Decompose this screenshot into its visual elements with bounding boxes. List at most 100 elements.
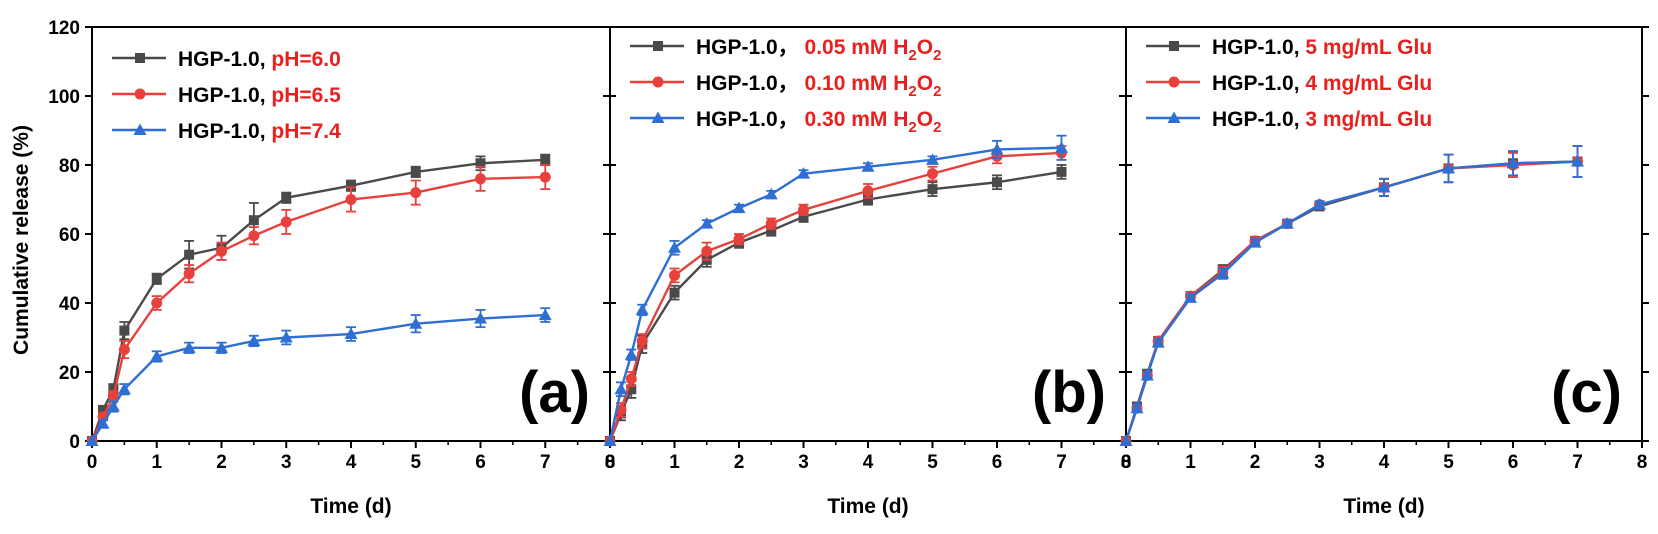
data-point <box>345 194 357 205</box>
legend-swatch-marker <box>135 53 145 63</box>
x-tick-label: 1 <box>151 452 162 473</box>
panel-label: (a) <box>519 360 590 425</box>
legend-entry: HGP-1.0, pH=6.5 <box>112 84 341 107</box>
data-point <box>540 154 551 165</box>
data-point <box>118 344 130 356</box>
data-point <box>927 168 938 180</box>
data-point <box>119 325 130 336</box>
series-triangle <box>603 134 1068 446</box>
panel-c: 0 1 2 3 4 5 6 7 8 Time (d) HGP-1.0, 5 mg/mL Glu HGP… <box>1119 26 1649 518</box>
data-point <box>281 192 292 203</box>
data-point <box>766 225 777 236</box>
data-point <box>701 245 713 257</box>
data-point <box>603 434 617 446</box>
y-tick-label: 60 <box>59 225 80 246</box>
series-line <box>90 313 546 442</box>
data-point <box>862 185 874 197</box>
y-tick-label: 80 <box>59 156 80 177</box>
legend-entry: HGP-1.0, 3 mg/mL Glu <box>1146 108 1432 131</box>
panel-label: (b) <box>1032 360 1106 425</box>
panel-b: 0 1 2 3 4 5 6 7 8 Time (d) HGP-1.0， 0.05 mM H2O2 HG… <box>603 26 1132 518</box>
x-tick-label: 3 <box>1314 452 1325 473</box>
legend-swatch-marker <box>1167 111 1181 123</box>
legend-label: HGP-1.0, 5 mg/mL Glu <box>1212 36 1432 59</box>
data-point <box>1313 198 1326 210</box>
panel-label: (c) <box>1551 360 1622 425</box>
data-point <box>182 341 196 353</box>
x-tick-label: 0 <box>605 452 616 473</box>
data-point <box>151 273 162 284</box>
legend-swatch-marker <box>1169 41 1179 51</box>
legend-swatch-marker <box>1168 76 1180 88</box>
data-point <box>797 167 810 179</box>
y-axis-title: Cumulative release (%) <box>10 125 33 355</box>
data-point <box>1151 336 1165 348</box>
legend-swatch-marker <box>652 76 664 88</box>
x-tick-label: 8 <box>1121 452 1132 473</box>
data-point <box>248 215 259 226</box>
data-point <box>280 216 292 228</box>
data-point <box>669 287 680 298</box>
data-point <box>1216 267 1230 279</box>
data-point <box>247 334 261 346</box>
series-line <box>608 170 1062 442</box>
legend-label: HGP-1.0, pH=7.4 <box>178 120 341 143</box>
legend-label: HGP-1.0， 0.30 mM H2O2 <box>696 108 941 136</box>
x-axis-title: Time (d) <box>827 495 908 518</box>
data-point <box>410 187 422 199</box>
data-point <box>85 434 99 446</box>
data-point <box>151 297 163 309</box>
x-tick-label: 6 <box>475 452 486 473</box>
x-tick-label: 4 <box>863 452 874 473</box>
data-point <box>798 211 809 222</box>
data-point <box>106 400 120 412</box>
data-point <box>624 348 638 360</box>
x-tick-label: 5 <box>1443 452 1454 473</box>
data-point <box>215 341 228 353</box>
data-point <box>669 269 680 281</box>
data-point <box>344 327 358 340</box>
data-point <box>248 230 260 242</box>
data-point <box>539 171 551 183</box>
x-tick-label: 2 <box>734 452 745 473</box>
data-point <box>96 417 110 429</box>
data-point <box>764 187 778 200</box>
data-point <box>475 173 486 185</box>
y-tick-label: 120 <box>48 18 80 39</box>
legend-entry: HGP-1.0, pH=7.4 <box>112 120 341 143</box>
legend-entry: HGP-1.0， 0.30 mM H2O2 <box>630 108 941 136</box>
legend-label: HGP-1.0， 0.05 mM H2O2 <box>696 36 941 64</box>
data-point <box>1055 141 1068 153</box>
x-tick-label: 1 <box>669 452 680 473</box>
data-point <box>626 384 637 395</box>
x-tick-label: 4 <box>1379 452 1390 473</box>
data-point <box>108 384 119 395</box>
data-point <box>636 335 648 347</box>
x-tick-label: 5 <box>927 452 938 473</box>
data-point <box>279 331 293 343</box>
data-point <box>614 382 628 395</box>
data-point <box>184 249 195 260</box>
x-axis-title: Time (d) <box>1343 495 1424 518</box>
x-tick-label: 0 <box>87 452 98 473</box>
legend-entry: HGP-1.0， 0.05 mM H2O2 <box>630 36 941 64</box>
data-point <box>625 373 637 385</box>
x-tick-label: 8 <box>1637 452 1648 473</box>
data-point <box>107 390 119 402</box>
x-tick-label: 3 <box>798 452 809 473</box>
legend-entry: HGP-1.0, 4 mg/mL Glu <box>1146 72 1432 95</box>
data-point <box>117 382 131 395</box>
legend-swatch-marker <box>134 88 146 100</box>
data-point <box>475 158 486 169</box>
x-tick-label: 7 <box>1056 452 1067 473</box>
data-point <box>150 349 164 362</box>
data-point <box>700 217 714 229</box>
series-square <box>605 164 1067 446</box>
legend-label: HGP-1.0, pH=6.0 <box>178 48 341 71</box>
series-circle <box>86 164 551 447</box>
data-point <box>1119 434 1133 446</box>
x-tick-label: 1 <box>1185 452 1196 473</box>
x-tick-label: 4 <box>346 452 357 473</box>
data-point <box>1130 401 1144 414</box>
